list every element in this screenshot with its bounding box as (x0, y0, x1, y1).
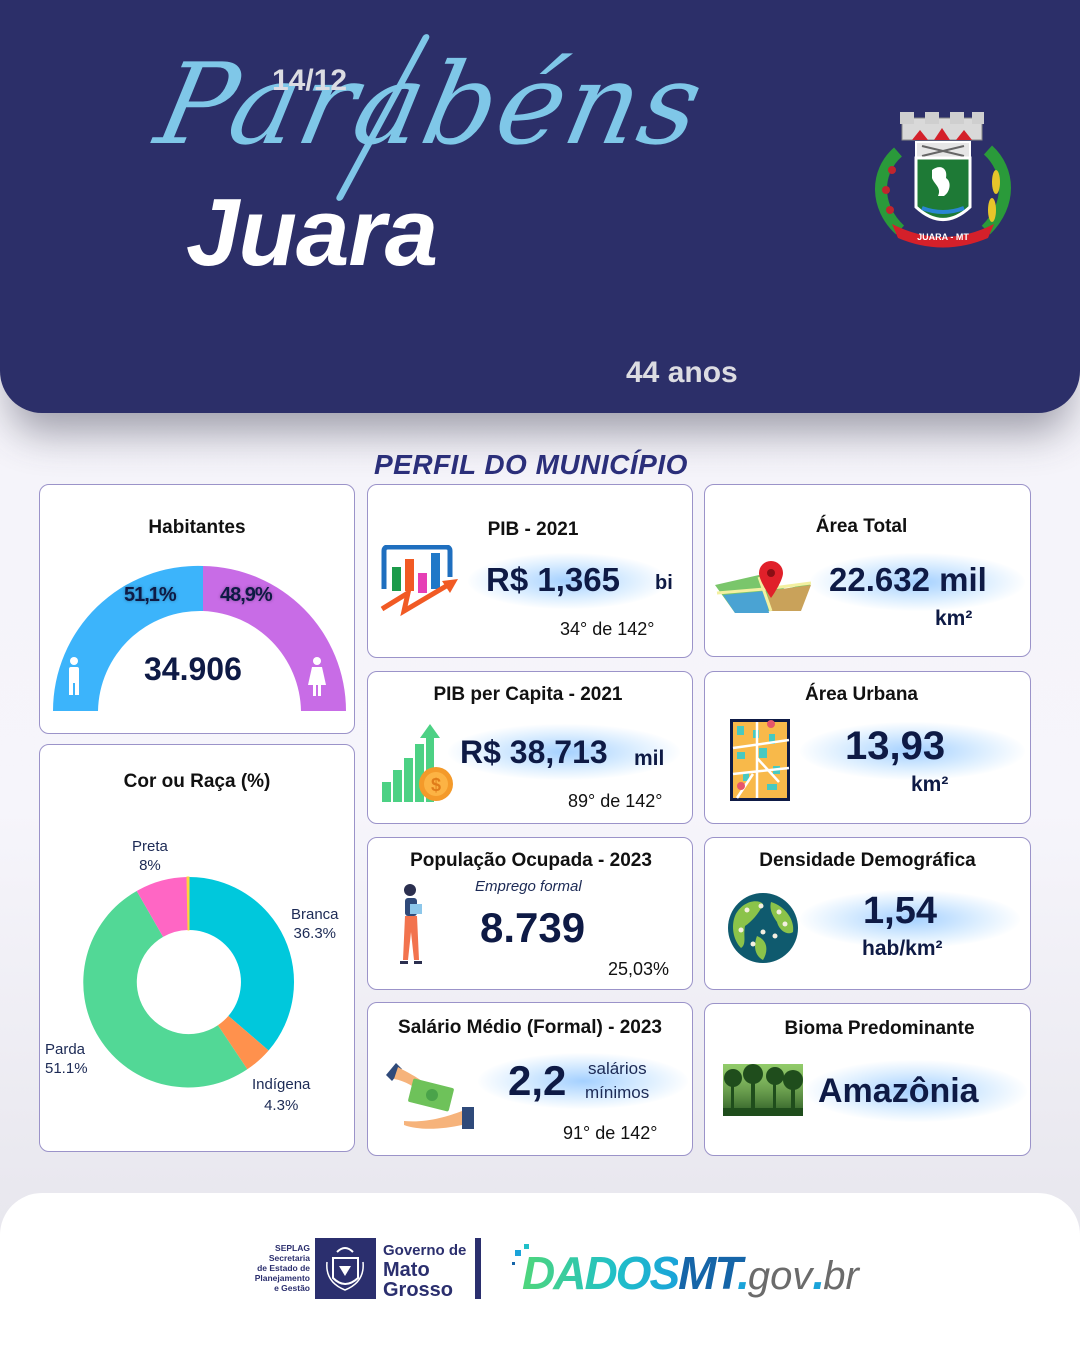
value-glow (800, 722, 1025, 780)
bar-chart-growth-icon (380, 545, 458, 617)
pib-per-capita-value: R$ 38,713 (460, 734, 608, 770)
area-total-value: 22.632 mil (829, 561, 987, 598)
city-name: Juara (186, 179, 438, 286)
section-title: PERFIL DO MUNICÍPIO (374, 449, 688, 480)
densidade-value: 1,54 (863, 890, 937, 932)
salario-unit-2: mínimos (585, 1083, 650, 1102)
label-parda: Parda 51.1% (45, 1041, 88, 1077)
script-title: Parabéns (146, 33, 715, 202)
card-title: PIB - 2021 (487, 519, 579, 540)
map-pin-icon (715, 575, 812, 613)
male-icon (69, 657, 79, 695)
value-glow (448, 724, 680, 780)
governo-mt-logo-text: Governo de Mato Grosso (383, 1242, 467, 1301)
total-population: 34.906 (144, 651, 242, 687)
card-populacao-ocupada: População Ocupada - 2023 Emprego formal … (367, 837, 693, 990)
card-bioma: Bioma Predominante Amazônia (704, 1003, 1031, 1156)
growth-money-icon: $ (382, 724, 453, 802)
location-pin-icon (759, 561, 783, 598)
city-map-icon (730, 719, 790, 801)
value-glow (478, 1053, 688, 1109)
pib-value: R$ 1,365 (486, 561, 620, 598)
footer (0, 1193, 1080, 1350)
salario-rank: 91° de 142° (563, 1123, 658, 1143)
card-title: População Ocupada - 2023 (410, 850, 652, 871)
svg-text:$: $ (431, 775, 441, 795)
mato-grosso-emblem-icon (315, 1238, 376, 1299)
card-cor-raca: Cor ou Raça (%) Preta 8% Branca 36.3% Pard… (39, 744, 355, 1152)
card-pib-per-capita: PIB per Capita - 2021 $ R$ 38,713 mil 89… (367, 671, 693, 824)
salario-unit-1: salários (588, 1059, 647, 1078)
area-urbana-unit: km² (911, 773, 949, 796)
anniversary-date: 14/12 (272, 64, 348, 97)
pib-rank: 34° de 142° (560, 619, 655, 639)
gender-gauge-chart (52, 565, 346, 711)
value-glow (468, 553, 668, 609)
label-preta: Preta 8% (132, 838, 168, 874)
card-area-urbana: Área Urbana 13,93 km² (704, 671, 1031, 824)
densidade-unit: hab/km² (862, 937, 943, 960)
card-salario: Salário Médio (Formal) - 2023 2,2 salári… (367, 1002, 693, 1156)
female-percentage: 48,9% (220, 584, 273, 606)
populacao-subtitle: Emprego formal (475, 878, 582, 895)
label-branca: Branca 36.3% (291, 906, 339, 942)
value-glow (805, 1060, 1027, 1122)
forest-icon (723, 1064, 803, 1116)
pib-per-capita-unit: mil (634, 747, 665, 770)
city-age: 44 anos (626, 356, 738, 389)
card-title: Cor ou Raça (%) (123, 771, 271, 792)
card-title: Salário Médio (Formal) - 2023 (398, 1017, 662, 1038)
label-indigena: Indígena 4.3% (252, 1076, 311, 1114)
card-habitantes: Habitantes 51,1% 48,9% 34.906 (39, 484, 355, 734)
card-title: PIB per Capita - 2021 (433, 684, 623, 705)
pib-unit: bi (655, 572, 673, 594)
globe-people-icon (728, 893, 798, 963)
female-icon (308, 657, 326, 696)
populacao-ocupada-pct: 25,03% (608, 959, 670, 979)
pib-per-capita-rank: 89° de 142° (568, 791, 663, 811)
race-donut-chart (83, 876, 295, 1088)
money-hand-icon (386, 1063, 474, 1129)
card-densidade: Densidade Demográfica 1,54 hab/km² (704, 837, 1031, 990)
dados-mt-logo: DADOSMT.gov.br (522, 1247, 859, 1299)
header-banner: Parabéns 14/12 Juara 44 anos JUARA - MT (0, 0, 1080, 413)
svg-text:JUARA - MT: JUARA - MT (917, 232, 969, 242)
card-title: Habitantes (148, 517, 246, 538)
card-title: Área Total (815, 516, 908, 537)
area-urbana-value: 13,93 (845, 724, 946, 768)
card-title: Densidade Demográfica (759, 850, 976, 871)
seplag-label: SEPLAG Secretaria de Estado de Planejame… (254, 1243, 310, 1293)
dados-pixel-icon (512, 1244, 529, 1265)
populacao-ocupada-value: 8.739 (480, 904, 586, 951)
working-woman-icon (400, 884, 422, 964)
salario-value: 2,2 (508, 1057, 567, 1104)
value-glow (810, 553, 1025, 611)
area-total-unit: km² (935, 607, 973, 630)
bioma-value: Amazônia (818, 1072, 979, 1110)
male-percentage: 51,1% (124, 584, 177, 606)
card-pib: PIB - 2021 R$ 1,365 bi 34° de 142° (367, 484, 693, 658)
value-glow (800, 890, 1020, 948)
footer-divider (475, 1238, 481, 1299)
card-title: Bioma Predominante (784, 1018, 975, 1039)
card-title: Área Urbana (805, 684, 918, 705)
coat-of-arms-icon: JUARA - MT (875, 112, 1011, 248)
card-area-total: Área Total 22.632 mil km² (704, 484, 1031, 657)
